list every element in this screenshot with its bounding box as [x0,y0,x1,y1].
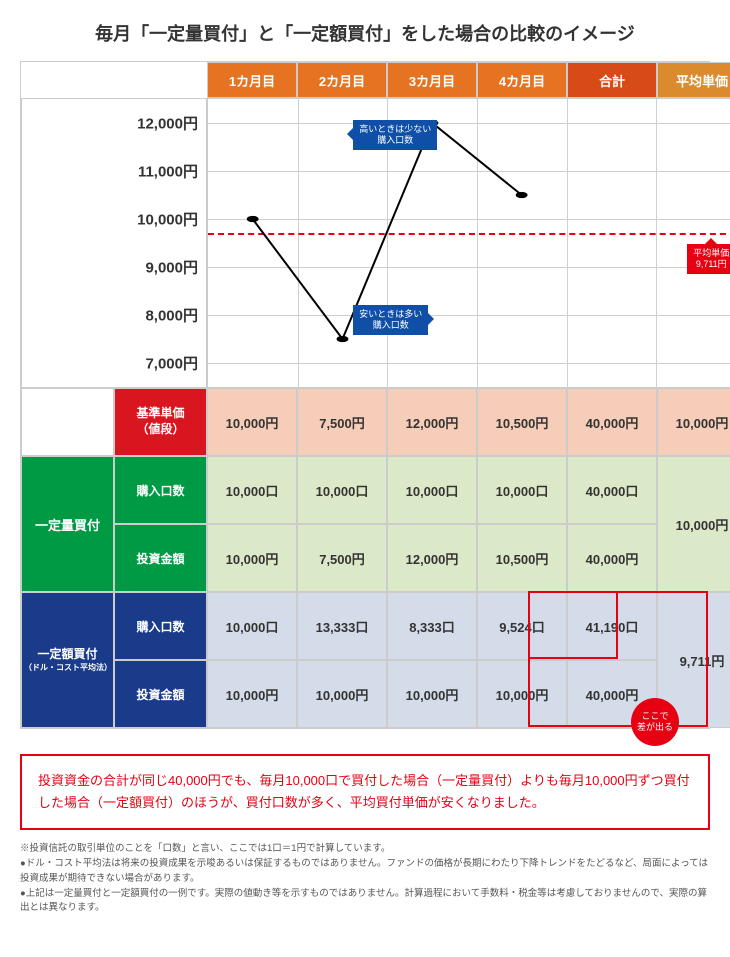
header-month-2: 2カ月目 [297,62,387,98]
y-tick-label: 10,000円 [137,209,198,230]
header-total: 合計 [567,62,657,98]
price-avg: 10,000円 [657,388,730,456]
header-avg: 平均単価 [657,62,730,98]
fixed-amt-units-label: 購入口数 [114,592,207,660]
price-m4: 10,500円 [477,388,567,456]
fq-amt-total: 40,000円 [567,524,657,592]
header-month-3: 3カ月目 [387,62,477,98]
price-total: 40,000円 [567,388,657,456]
fq-units-1: 10,000口 [207,456,297,524]
footnotes: ※投資信託の取引単位のことを「口数」と言い、ここでは1口＝1円で計算しています。… [20,842,710,915]
y-tick-label: 8,000円 [145,305,198,326]
page-title: 毎月「一定量買付」と「一定額買付」をした場合の比較のイメージ [20,20,710,46]
fixed-amt-sub-text: （ドル・コスト平均法） [24,663,111,673]
fq-amt-4: 10,500円 [477,524,567,592]
fixed-qty-amount-label: 投資金額 [114,524,207,592]
fq-amt-1: 10,000円 [207,524,297,592]
difference-badge: ここで 差が出る [631,698,679,746]
note-2: ●ドル・コスト平均法は将来の投資成果を示唆あるいは保証するものではありません。フ… [20,857,710,886]
price-m1: 10,000円 [207,388,297,456]
fixed-amt-main-text: 一定額買付 [37,647,97,663]
price-m2: 7,500円 [297,388,387,456]
fq-avg: 10,000円 [657,456,730,592]
header-month-4: 4カ月目 [477,62,567,98]
fa-amt-2: 10,000円 [297,660,387,728]
callout-high: 高いときは少ない 購入口数 [353,120,437,150]
price-m3: 12,000円 [387,388,477,456]
fa-units-4: 9,524口 [477,592,567,660]
fixed-qty-main-label: 一定量買付 [21,456,114,592]
conclusion-box: 投資資金の合計が同じ40,000円でも、毎月10,000口で買付した場合（一定量… [20,754,710,830]
fa-units-1: 10,000口 [207,592,297,660]
callout-low: 安いときは多い 購入口数 [353,305,428,335]
note-1: ※投資信託の取引単位のことを「口数」と言い、ここでは1口＝1円で計算しています。 [20,842,710,856]
fa-units-total: 41,190口 [567,592,657,660]
fixed-amt-main-label: 一定額買付 （ドル・コスト平均法） [21,592,114,728]
line-chart: 高いときは少ない 購入口数安いときは多い 購入口数 平均単価 9,711円 [207,98,730,388]
fa-amt-4: 10,000円 [477,660,567,728]
price-row-label: 基準単価 （値段） [114,388,207,456]
y-tick-label: 7,000円 [145,353,198,374]
fq-amt-3: 12,000円 [387,524,477,592]
fq-units-4: 10,000口 [477,456,567,524]
header-month-1: 1カ月目 [207,62,297,98]
y-tick-label: 9,000円 [145,257,198,278]
comparison-table: 1カ月目 2カ月目 3カ月目 4カ月目 合計 平均単価 7,000円8,000円… [20,61,710,729]
avg-price-badge: 平均単価 9,711円 [687,244,730,274]
fq-units-3: 10,000口 [387,456,477,524]
chart-y-axis: 7,000円 8,000円 9,000円 10,000円 11,000円 12,000円 [21,98,207,388]
note-3: ●上記は一定量買付と一定額買付の一例です。実際の値動き等を示すものではありません… [20,887,710,916]
fq-units-2: 10,000口 [297,456,387,524]
fa-amt-3: 10,000円 [387,660,477,728]
fixed-amt-amount-label: 投資金額 [114,660,207,728]
y-tick-label: 12,000円 [137,113,198,134]
fixed-qty-units-label: 購入口数 [114,456,207,524]
y-tick-label: 11,000円 [138,161,198,182]
fq-amt-2: 7,500円 [297,524,387,592]
fa-units-2: 13,333口 [297,592,387,660]
header-empty [21,62,207,98]
fa-units-3: 8,333口 [387,592,477,660]
fa-amt-1: 10,000円 [207,660,297,728]
fq-units-total: 40,000口 [567,456,657,524]
price-row-spacer [21,388,114,456]
